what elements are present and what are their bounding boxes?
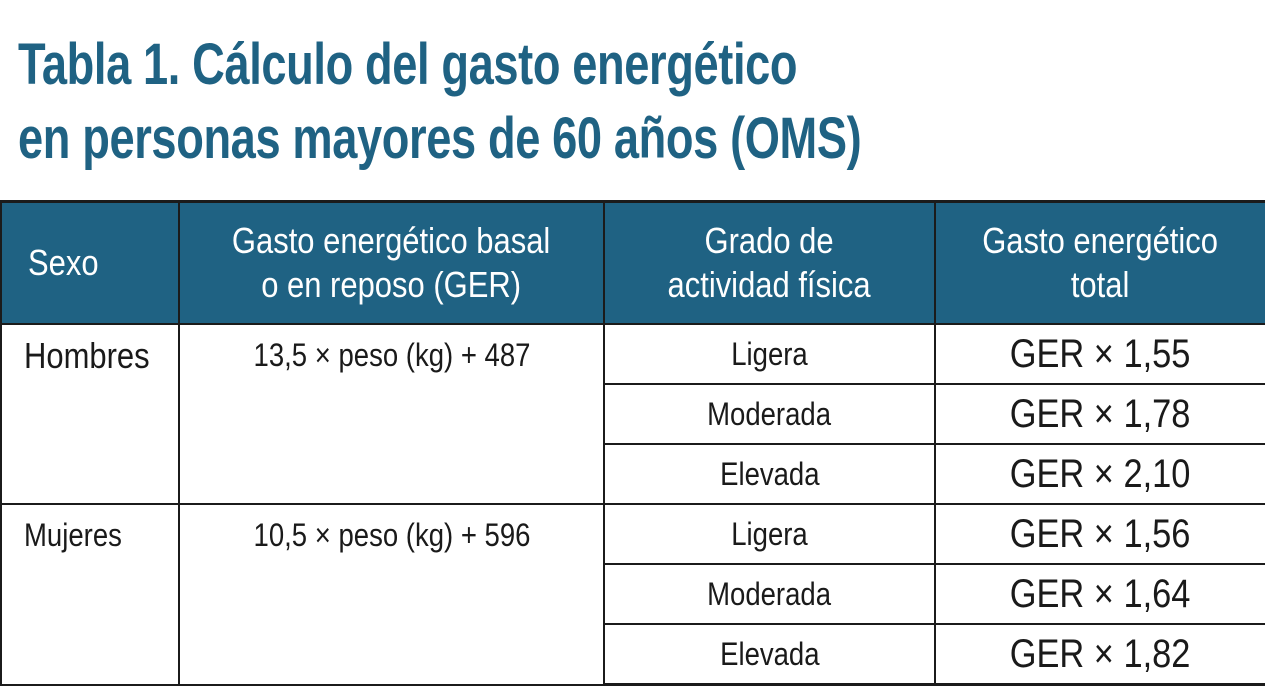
total-expenditure-text: GER × 1,56 — [1010, 511, 1191, 556]
header-ger-line-2: o en reposo (GER) — [261, 264, 522, 305]
sex-cell-mujeres: Mujeres — [0, 503, 180, 686]
table-title-line-1: Tabla 1. Cálculo del gasto energético — [18, 32, 798, 97]
table-row: Hombres 13,5 × peso (kg) + 487 Ligera GE… — [0, 323, 1265, 505]
formula-text: 13,5 × peso (kg) + 487 — [253, 337, 530, 373]
sex-label: Hombres — [24, 335, 150, 376]
total-expenditure-cell: GER × 1,55 — [934, 323, 1265, 385]
total-expenditure-cell: GER × 1,64 — [934, 563, 1265, 625]
activity-level-cell: Ligera — [603, 323, 936, 385]
total-expenditure-cell: GER × 1,56 — [934, 503, 1265, 565]
header-ger: Gasto energético basal o en reposo (GER) — [178, 200, 605, 325]
total-expenditure-cell: GER × 1,82 — [934, 623, 1265, 686]
activity-level-cell: Elevada — [603, 623, 936, 686]
activity-level-text: Ligera — [731, 515, 808, 552]
activity-level-text: Moderada — [707, 575, 832, 612]
table-row: Mujeres 10,5 × peso (kg) + 596 Ligera GE… — [0, 503, 1265, 686]
header-activity-line-2: actividad física — [667, 264, 872, 305]
sex-label: Mujeres — [24, 517, 122, 553]
activity-level-text: Elevada — [719, 635, 820, 672]
formula-text: 10,5 × peso (kg) + 596 — [253, 517, 530, 553]
header-ger-line-1: Gasto energético basal — [232, 220, 551, 261]
header-total-line-2: total — [1071, 264, 1130, 305]
total-expenditure-text: GER × 1,55 — [1010, 331, 1191, 376]
header-total: Gasto energético total — [934, 200, 1265, 325]
energy-expenditure-table: Sexo Gasto energético basal o en reposo … — [0, 200, 1265, 686]
header-activity-line-1: Grado de — [704, 220, 835, 261]
table-title: Tabla 1. Cálculo del gasto energético en… — [18, 28, 862, 176]
table-row: Moderada GER × 1,64 — [1, 563, 1265, 625]
table-row: Elevada GER × 2,10 — [1, 443, 1265, 505]
header-sexo-label: Sexo — [28, 242, 99, 283]
total-expenditure-cell: GER × 1,78 — [934, 383, 1265, 445]
header-sexo: Sexo — [0, 200, 180, 325]
header-row: Sexo Gasto energético basal o en reposo … — [0, 200, 1265, 325]
activity-level-cell: Elevada — [603, 443, 936, 505]
activity-level-text: Ligera — [731, 335, 808, 372]
sex-cell-hombres: Hombres — [0, 323, 180, 505]
formula-cell-mujeres: 10,5 × peso (kg) + 596 — [178, 503, 605, 686]
total-expenditure-text: GER × 1,78 — [1010, 391, 1191, 436]
total-expenditure-text: GER × 1,82 — [1010, 631, 1191, 676]
total-expenditure-cell: GER × 2,10 — [934, 443, 1265, 505]
activity-level-cell: Ligera — [603, 503, 936, 565]
header-activity: Grado de actividad física — [603, 200, 936, 325]
table-row: Moderada GER × 1,78 — [1, 383, 1265, 445]
activity-level-text: Moderada — [707, 395, 832, 432]
total-expenditure-text: GER × 2,10 — [1010, 451, 1191, 496]
header-total-line-1: Gasto energético — [982, 220, 1219, 261]
activity-level-text: Elevada — [719, 455, 820, 492]
table-row: Elevada GER × 1,82 — [1, 623, 1265, 686]
total-expenditure-text: GER × 1,64 — [1010, 571, 1191, 616]
activity-level-cell: Moderada — [603, 563, 936, 625]
activity-level-cell: Moderada — [603, 383, 936, 445]
formula-cell-hombres: 13,5 × peso (kg) + 487 — [178, 323, 605, 505]
table-title-line-2: en personas mayores de 60 años (OMS) — [18, 106, 862, 171]
